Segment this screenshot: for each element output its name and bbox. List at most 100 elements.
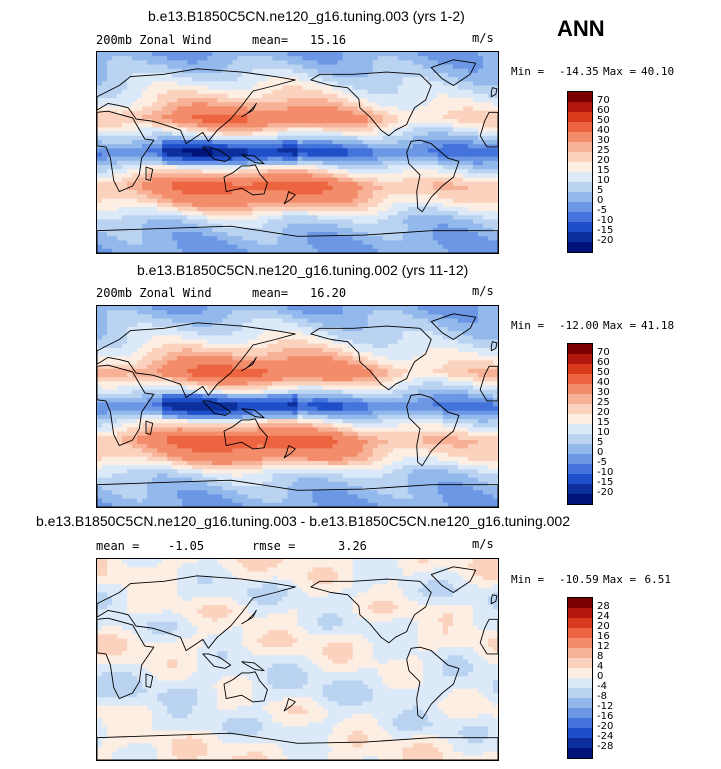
- colorbar-swatch: [568, 172, 592, 182]
- colorbar-swatch: [568, 132, 592, 142]
- colorbar-swatches: [567, 91, 593, 253]
- colorbar-tick-label: -10: [597, 215, 614, 226]
- colorbar-tick-label: -8: [597, 691, 607, 702]
- colorbar-swatch: [568, 394, 592, 404]
- colorbar-tick-label: 70: [597, 95, 610, 106]
- colorbar-swatch: [568, 678, 592, 688]
- colorbar-tick-label: -5: [597, 205, 607, 216]
- colorbar-swatch: [568, 738, 592, 748]
- colorbar-swatch: [568, 474, 592, 484]
- colorbar-tick-label: -5: [597, 457, 607, 468]
- colorbar-swatch: [568, 152, 592, 162]
- colorbar-swatch: [568, 92, 592, 102]
- colorbar-tick-label: 40: [597, 377, 610, 388]
- stat2-value: 3.26: [338, 539, 367, 553]
- colorbar-swatch: [568, 112, 592, 122]
- min-label: Min =: [511, 573, 545, 586]
- stat2-label: rmse =: [252, 539, 296, 553]
- world-map-panel-3: [96, 558, 499, 761]
- world-map-panel-2: [96, 305, 499, 508]
- colorbar-tick-label: -28: [597, 741, 614, 752]
- colorbar-tick-label: 40: [597, 125, 610, 136]
- min-label: Min =: [511, 65, 545, 78]
- wind-field: [97, 559, 498, 760]
- colorbar-swatch: [568, 708, 592, 718]
- colorbar-swatch: [568, 658, 592, 668]
- colorbar-swatch: [568, 364, 592, 374]
- variable-label: 200mb Zonal Wind: [96, 33, 212, 47]
- colorbar-swatch: [568, 354, 592, 364]
- min-label: Min =: [511, 319, 545, 332]
- variable-label: 200mb Zonal Wind: [96, 286, 212, 300]
- colorbar-tick-label: 20: [597, 155, 610, 166]
- colorbar-swatch: [568, 688, 592, 698]
- colorbar-swatch: [568, 192, 592, 202]
- colorbar-swatch: [568, 638, 592, 648]
- colorbar-swatch: [568, 212, 592, 222]
- colorbar-tick-label: 20: [597, 621, 610, 632]
- colorbar-tick-label: 10: [597, 427, 610, 438]
- colorbar-swatch: [568, 374, 592, 384]
- colorbar-swatch: [568, 242, 592, 252]
- colorbar-tick-label: 24: [597, 611, 610, 622]
- colorbar-tick-label: 15: [597, 417, 610, 428]
- colorbar-swatch: [568, 202, 592, 212]
- colorbar-tick-label: 12: [597, 641, 610, 652]
- colorbar-swatch: [568, 384, 592, 394]
- colorbar-swatch: [568, 122, 592, 132]
- colorbar-swatch: [568, 464, 592, 474]
- colorbar-swatch: [568, 414, 592, 424]
- stat1-value: 16.20: [310, 286, 347, 300]
- continent-outlines: [97, 59, 498, 253]
- panel-title: b.e13.B1850C5CN.ne120_g16.tuning.003 (yr…: [148, 8, 465, 24]
- colorbar-tick-label: 0: [597, 447, 604, 458]
- colorbar-tick-label: -15: [597, 477, 614, 488]
- stat1-value: -1.05: [168, 539, 205, 553]
- colorbar-tick-label: 60: [597, 105, 610, 116]
- min-value: -10.59: [559, 573, 599, 586]
- colorbar-tick-label: 60: [597, 357, 610, 368]
- colorbar-swatch: [568, 698, 592, 708]
- colorbar-tick-label: 25: [597, 397, 610, 408]
- min-value: -14.35: [559, 65, 599, 78]
- season-label: ANN: [557, 16, 605, 41]
- colorbar-tick-label: 5: [597, 437, 604, 448]
- colorbar-swatch: [568, 444, 592, 454]
- max-label: Max =: [603, 319, 637, 332]
- stat1-label: mean=: [252, 33, 289, 47]
- colorbar-tick-label: -20: [597, 487, 614, 498]
- units-label: m/s: [472, 284, 494, 298]
- world-map-panel-1: [96, 51, 499, 254]
- min-value: -12.00: [559, 319, 599, 332]
- colorbar-tick-label: -12: [597, 701, 614, 712]
- colorbar-tick-label: -20: [597, 235, 614, 246]
- colorbar-swatch: [568, 232, 592, 242]
- colorbar-swatch: [568, 404, 592, 414]
- units-label: m/s: [472, 537, 494, 551]
- max-value: 40.10: [641, 65, 675, 78]
- colorbar-tick-label: 10: [597, 175, 610, 186]
- colorbar-tick-label: 5: [597, 185, 604, 196]
- stat1-label: mean =: [96, 539, 140, 553]
- wind-field: [97, 306, 498, 507]
- colorbar-swatch: [568, 182, 592, 192]
- max-value: 6.51: [644, 573, 672, 586]
- colorbar-tick-label: 20: [597, 407, 610, 418]
- continent-outlines: [97, 313, 498, 507]
- colorbar-tick-label: -16: [597, 711, 614, 722]
- colorbar-tick-label: 50: [597, 367, 610, 378]
- colorbar-swatches: [567, 343, 593, 505]
- colorbar-swatch: [568, 142, 592, 152]
- colorbar-tick-label: -10: [597, 467, 614, 478]
- colorbar-tick-label: 0: [597, 671, 604, 682]
- colorbar-tick-label: 25: [597, 145, 610, 156]
- max-value: 41.18: [641, 319, 675, 332]
- continent-outlines: [97, 566, 498, 760]
- colorbar-tick-label: 0: [597, 195, 604, 206]
- colorbar-tick-label: 15: [597, 165, 610, 176]
- max-label: Max =: [603, 573, 637, 586]
- colorbar-tick-label: 30: [597, 387, 610, 398]
- colorbar-swatch: [568, 748, 592, 758]
- colorbar-swatch: [568, 434, 592, 444]
- colorbar-tick-label: -4: [597, 681, 607, 692]
